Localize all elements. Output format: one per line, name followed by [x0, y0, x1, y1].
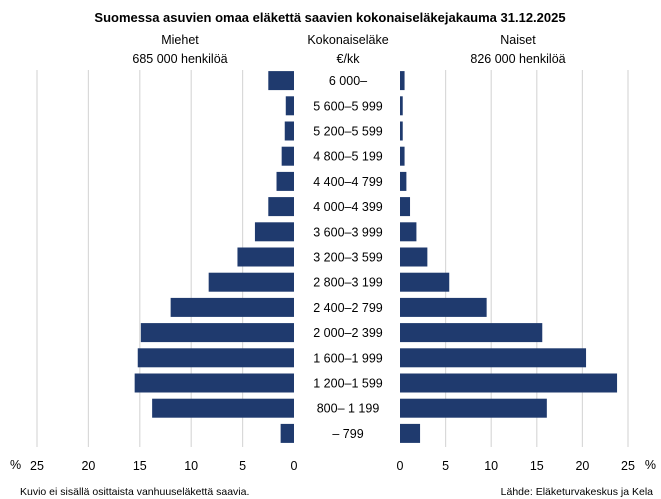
tick-label-right: 20: [575, 459, 589, 473]
tick-label-left: 0: [291, 459, 298, 473]
right-axis-unit: %: [645, 458, 656, 472]
left-header-group: Miehet: [161, 33, 199, 47]
bar-women: [400, 222, 417, 242]
right-header-count: 826 000 henkilöä: [470, 52, 565, 66]
bar-men: [268, 197, 294, 217]
category-label: 5 200–5 599: [313, 125, 383, 139]
bar-women: [400, 171, 407, 191]
bar-women: [400, 71, 405, 91]
bar-men: [280, 423, 294, 443]
bar-women: [400, 423, 421, 443]
category-label: 4 400–4 799: [313, 175, 383, 189]
bar-men: [208, 272, 294, 292]
bars: [134, 71, 618, 443]
bar-men: [276, 171, 294, 191]
category-labels: 6 000– 5 600–5 999 5 200–5 599 4 800–5 199 4…: [313, 74, 383, 441]
category-label: 2 400–2 799: [313, 301, 383, 315]
category-label: 5 600–5 999: [313, 99, 383, 113]
bar-women: [400, 96, 403, 116]
bar-men: [268, 71, 294, 91]
bar-men: [140, 323, 294, 343]
bar-women: [400, 272, 450, 292]
bar-men: [284, 121, 294, 141]
category-label: 1 600–1 999: [313, 351, 383, 365]
center-header-label: Kokonaiseläke: [307, 33, 388, 47]
bar-men: [285, 96, 294, 116]
chart-title: Suomessa asuvien omaa eläkettä saavien k…: [94, 10, 565, 25]
category-label: 4 800–5 199: [313, 150, 383, 164]
right-axis-ticks: 0 5 10 15 20 25: [397, 459, 635, 473]
category-label: 800– 1 199: [317, 402, 380, 416]
bar-men: [137, 348, 294, 368]
left-header-count: 685 000 henkilöä: [132, 52, 227, 66]
bar-women: [400, 121, 403, 141]
bar-women: [400, 398, 547, 418]
bar-men: [237, 247, 294, 267]
bar-men: [134, 373, 294, 393]
bar-men: [281, 146, 294, 166]
center-header-unit: €/kk: [337, 52, 361, 66]
footnote-right: Lähde: Eläketurvakeskus ja Kela: [501, 486, 654, 498]
right-header-group: Naiset: [500, 33, 536, 47]
tick-label-right: 25: [621, 459, 635, 473]
bar-men: [152, 398, 294, 418]
bar-women: [400, 348, 587, 368]
tick-label-right: 10: [484, 459, 498, 473]
category-label: 3 200–3 599: [313, 251, 383, 265]
tick-label-left: 10: [184, 459, 198, 473]
bar-women: [400, 247, 428, 267]
bar-women: [400, 146, 405, 166]
footnote-left: Kuvio ei sisällä osittaista vanhuuseläke…: [20, 486, 249, 498]
left-axis-ticks: 25 20 15 10 5 0: [30, 459, 297, 473]
bar-women: [400, 197, 411, 217]
tick-label-left: 25: [30, 459, 44, 473]
tick-label-left: 20: [81, 459, 95, 473]
category-label: 2 800–3 199: [313, 276, 383, 290]
tick-label-right: 15: [530, 459, 544, 473]
category-label: 3 600–3 999: [313, 225, 383, 239]
tick-label-left: 15: [133, 459, 147, 473]
bar-women: [400, 373, 618, 393]
tick-label-left: 5: [239, 459, 246, 473]
tick-label-right: 0: [397, 459, 404, 473]
bar-men: [170, 297, 294, 317]
tick-label-right: 5: [442, 459, 449, 473]
category-label: 2 000–2 399: [313, 326, 383, 340]
bar-women: [400, 297, 487, 317]
category-label: 1 200–1 599: [313, 377, 383, 391]
bar-men: [254, 222, 294, 242]
category-label: 6 000–: [329, 74, 367, 88]
category-label: – 799: [332, 427, 363, 441]
left-axis-unit: %: [10, 458, 21, 472]
bar-women: [400, 323, 543, 343]
category-label: 4 000–4 399: [313, 200, 383, 214]
